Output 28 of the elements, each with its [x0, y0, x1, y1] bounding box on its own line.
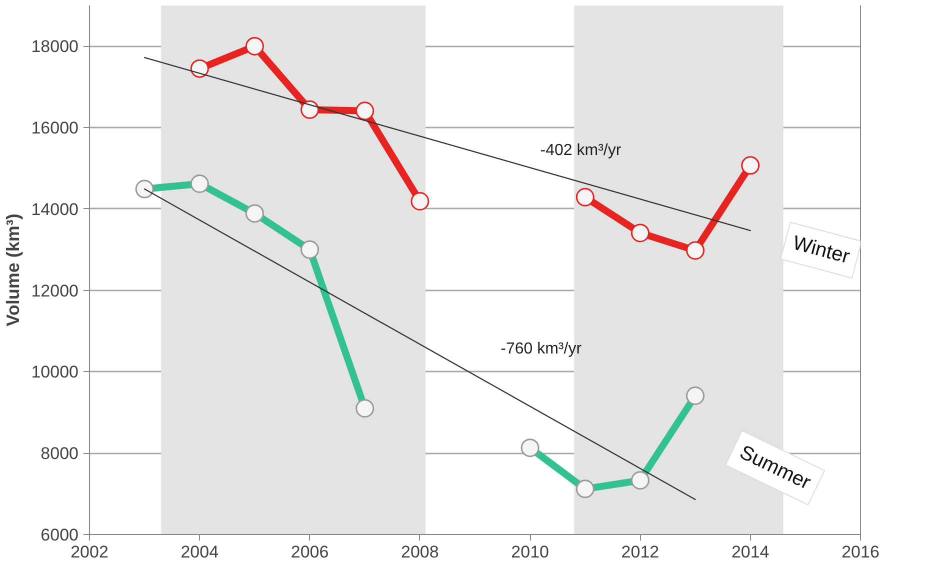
point: [576, 188, 594, 206]
point: [245, 36, 264, 56]
annotation: -760 km³/yr: [500, 340, 582, 358]
point: [190, 59, 209, 78]
point: [630, 224, 650, 242]
y-tick-label: 8000: [40, 444, 79, 464]
point: [741, 156, 760, 175]
y-tick-label: 12000: [31, 281, 79, 300]
point: [300, 100, 320, 119]
point: [686, 241, 705, 260]
y-tick-label: 14000: [31, 200, 79, 219]
x-tick-label: 2002: [70, 542, 108, 562]
x-tick-label: 2012: [621, 542, 660, 562]
y-tick-label: 6000: [40, 526, 79, 544]
text: Winter: [790, 232, 852, 268]
y-tick-label: 18000: [31, 37, 79, 56]
x-tick-label: 2008: [401, 542, 439, 562]
point: [356, 102, 374, 120]
y-axis-title: Volume (km³): [3, 214, 24, 326]
annotation: -402 km³/yr: [540, 142, 622, 159]
x-tick-label: 2004: [180, 542, 219, 562]
point: [410, 192, 430, 210]
y-tick-label: 16000: [31, 118, 79, 138]
x-tick-label: 2014: [731, 542, 770, 562]
x-tick-label: 2010: [511, 542, 549, 562]
y-tick-label: 10000: [31, 362, 79, 382]
x-tick-label: 2016: [842, 542, 880, 562]
x-tick-label: 2006: [290, 542, 329, 562]
